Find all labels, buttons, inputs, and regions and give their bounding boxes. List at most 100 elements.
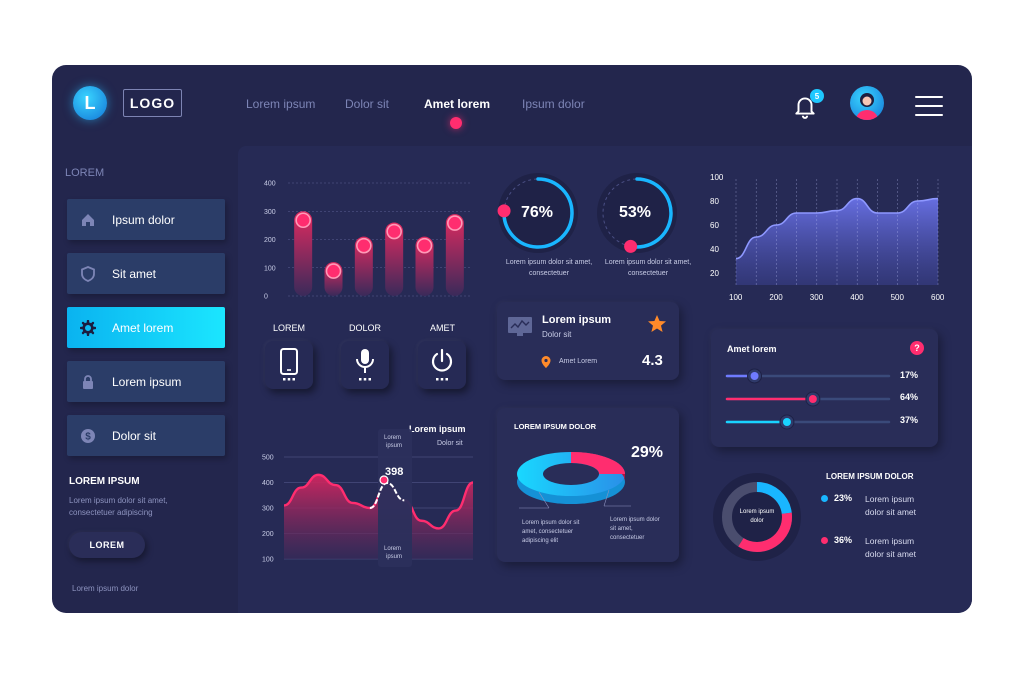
lock-icon: [83, 374, 93, 389]
avatar[interactable]: [850, 86, 884, 120]
wave-tooltip-value: 398: [385, 466, 403, 478]
device-label-dolor: DOLOR: [349, 323, 382, 333]
sidebar-item-label: Lorem ipsum: [112, 374, 182, 389]
ring-segment-1: [756, 482, 792, 515]
help-icon[interactable]: ?: [910, 341, 924, 355]
bar-y-tick: 0: [264, 294, 268, 301]
bar-y-tick: 400: [264, 181, 276, 188]
sidebar-item-amet-lorem[interactable]: Amet lorem: [67, 307, 225, 348]
bar-cap: [295, 212, 311, 229]
area-x-tick: 200: [769, 293, 783, 302]
info-card-title: Lorem ipsum: [542, 314, 612, 326]
area-x-tick: 100: [729, 293, 743, 302]
area-x-tick: 400: [850, 293, 864, 302]
location-pin-icon: [541, 356, 551, 368]
wave-tooltip-bottom: Lorem: [384, 546, 401, 552]
ring-title: LOREM IPSUM DOLOR: [826, 472, 914, 481]
wave-y-tick: 300: [262, 506, 274, 513]
gauge-53: [597, 173, 677, 253]
ring-legend-label-2: Lorem ipsum dolor sit amet: [865, 536, 917, 560]
sidebar-title: LOREM: [65, 167, 105, 179]
notification-badge: 5: [810, 89, 824, 103]
gauge-knob: [624, 239, 638, 253]
device-label-amet: AMET: [430, 323, 456, 333]
bar-cap: [386, 223, 402, 240]
slider-value-3: 37%: [900, 415, 919, 425]
slider-value-1: 17%: [900, 370, 919, 380]
gear-icon: [80, 319, 96, 336]
area-y-tick: 80: [710, 197, 719, 206]
dollar-icon: $: [81, 428, 95, 443]
nav-active-indicator: [450, 117, 462, 129]
area-x-tick: 300: [810, 293, 824, 302]
info-card-rating: 4.3: [642, 352, 663, 369]
home-icon: [82, 213, 94, 226]
nav-item-4[interactable]: Ipsum dolor: [522, 97, 585, 111]
sidebar-item-label: Amet lorem: [112, 320, 174, 335]
info-card-location: Amet Lorem: [559, 358, 598, 365]
ring-legend-dot-2: [821, 537, 828, 544]
area-line: [735, 197, 939, 260]
bar-mark: [445, 214, 464, 296]
phone-icon: [280, 348, 298, 381]
area-y-tick: 100: [710, 173, 724, 182]
power-button[interactable]: [418, 341, 466, 389]
microphone-icon: [356, 349, 374, 381]
nav-item-1[interactable]: Lorem ipsum: [246, 97, 316, 111]
ring-segment-2: [738, 512, 792, 552]
donut-card-value: 29%: [631, 444, 664, 461]
ring-legend-label-1: Lorem ipsum dolor sit amet: [865, 494, 917, 518]
sidebar-section-heading: LOREM IPSUM: [69, 476, 140, 487]
ring-center-label: Lorem ipsum dolor: [739, 509, 775, 524]
sidebar-button[interactable]: LOREM: [69, 532, 145, 558]
ring-legend-dot-1: [821, 495, 828, 502]
wave-tooltip-top: Lorem: [384, 435, 401, 441]
sidebar-item-sit-amet[interactable]: Sit amet: [67, 253, 225, 294]
bar-mark: [294, 211, 313, 296]
sidebar-item-dolor-sit[interactable]: $ Dolor sit: [67, 415, 225, 456]
donut-3d-chart: [517, 452, 631, 509]
area-y-tick: 60: [710, 221, 719, 230]
nav-item-3[interactable]: Amet lorem: [424, 97, 491, 111]
sliders-track-group[interactable]: [711, 359, 938, 439]
bar-cap: [447, 215, 463, 231]
star-icon[interactable]: [647, 314, 667, 334]
donut-caption-left: Lorem ipsum dolor sit amet, consectetuer…: [522, 520, 580, 544]
area-x-tick: 600: [931, 293, 945, 302]
sidebar-item-ipsum-dolor[interactable]: Ipsum dolor: [67, 199, 225, 240]
bell-icon[interactable]: [792, 93, 818, 119]
menu-icon[interactable]: [915, 96, 943, 116]
logo-badge[interactable]: L: [73, 86, 107, 120]
gauge-caption-1: Lorem ipsum dolor sit amet, consectetuer: [505, 259, 593, 277]
sidebar-item-lorem-ipsum[interactable]: Lorem ipsum: [67, 361, 225, 402]
phone-button[interactable]: [265, 341, 313, 389]
donut-card: LOREM IPSUM DOLOR 29% Lorem ipsum dolor …: [497, 408, 679, 562]
power-icon: [431, 348, 453, 381]
bar-y-tick: 300: [264, 209, 276, 216]
nav-item-2[interactable]: Dolor sit: [345, 97, 390, 111]
donut-card-title: LOREM IPSUM DOLOR: [514, 422, 597, 431]
wave-y-tick: 500: [262, 455, 274, 462]
info-card[interactable]: Lorem ipsum Dolor sit Amet Lorem 4.3: [497, 302, 679, 380]
bar-y-tick: 200: [264, 237, 276, 244]
bar-cap: [356, 237, 372, 254]
sidebar-item-label: Dolor sit: [112, 428, 157, 443]
sidebar-footer: Lorem ipsum dolor: [72, 584, 139, 593]
bar-y-tick: 100: [264, 265, 276, 272]
gauge-value-76: 76%: [521, 204, 554, 221]
sidebar-item-label: Sit amet: [112, 266, 157, 281]
wave-tooltip-bottom-2: ipsum: [386, 554, 402, 560]
ring-legend-value-2: 36%: [834, 535, 853, 545]
sidebar-item-label: Ipsum dolor: [112, 212, 175, 227]
gauge-bg: [498, 173, 578, 253]
microphone-button[interactable]: [341, 341, 389, 389]
wave-point: [379, 475, 389, 485]
area-chart: 100 80 60 40 20 100 200 300 400 500 600: [710, 173, 945, 302]
logo-text[interactable]: LOGO: [123, 89, 182, 117]
slider-knob: [808, 395, 817, 403]
gauge-arc: [502, 177, 574, 249]
bar-chart: 400 300 200 100 0: [264, 181, 470, 301]
wave-y-tick: 100: [262, 557, 274, 564]
area-y-tick: 40: [710, 245, 719, 254]
slider-knob: [782, 418, 791, 426]
